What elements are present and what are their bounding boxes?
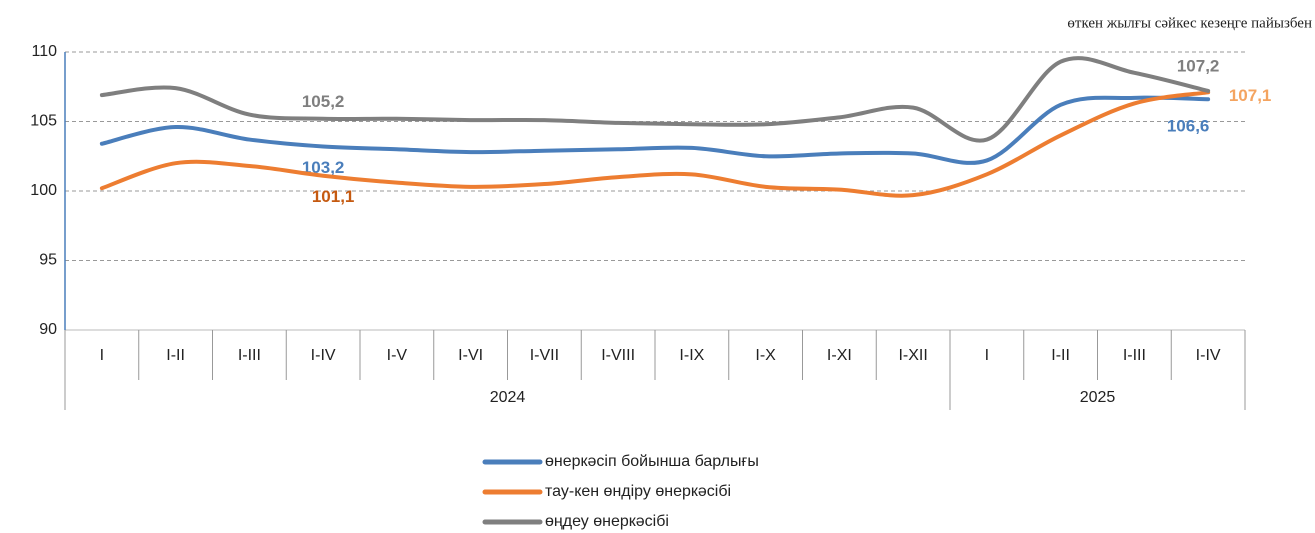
legend-label: өңдеу өнеркәсібі [545,513,669,530]
data-label: 106,6 [1167,117,1210,136]
y-tick-label: 95 [39,252,57,269]
data-label: 107,1 [1229,86,1272,105]
x-tick-label: I-XII [898,347,927,364]
x-tick-label: I-VII [530,347,559,364]
data-label: 107,2 [1177,56,1220,75]
data-label: 101,1 [312,187,355,206]
x-tick-label: I-II [166,347,185,364]
y-tick-label: 105 [30,113,57,130]
x-tick-label: I-III [238,347,261,364]
x-tick-label: I-V [387,347,408,364]
series-line [99,90,1211,198]
x-tick-label: I-XI [827,347,852,364]
series-line [99,95,1211,165]
x-tick-label: I-IV [311,347,336,364]
x-tick-label: I [100,347,104,364]
legend-label: тау-кен өндіру өнеркәсібі [545,483,731,500]
data-label: 103,2 [302,158,345,177]
x-tick-label: I-VI [458,347,483,364]
x-tick-label: I-X [755,347,776,364]
series-line [99,56,1211,143]
x-tick-label: I-IX [679,347,704,364]
x-tick-label: I [985,347,989,364]
x-tick-label: I-IV [1196,347,1221,364]
group-label: 2025 [1080,389,1116,406]
unit-note: өткен жылғы сәйкес кезеңге пайызбен [1067,15,1312,31]
data-label: 105,2 [302,92,345,111]
y-tick-label: 110 [31,43,57,60]
x-tick-label: I-III [1123,347,1146,364]
x-tick-label: I-VIII [601,347,635,364]
x-tick-label: I-II [1051,347,1070,364]
legend-label: өнеркәсіп бойынша барлығы [545,453,759,470]
y-tick-label: 90 [39,321,57,338]
y-tick-label: 100 [30,182,57,199]
group-label: 2024 [490,389,526,406]
